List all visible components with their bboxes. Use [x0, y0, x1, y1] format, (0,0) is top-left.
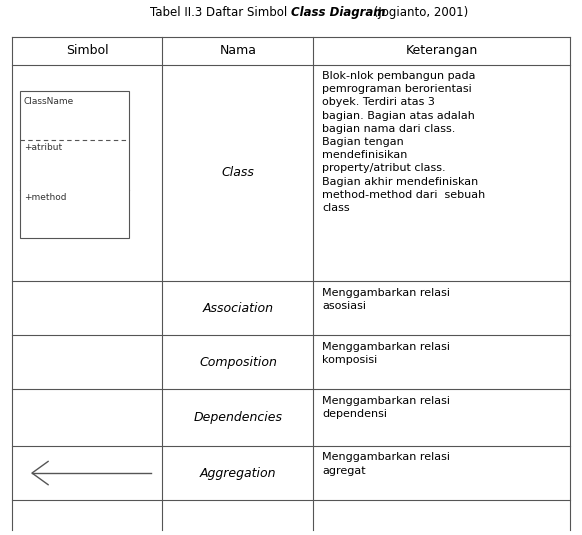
- Text: +method: +method: [24, 193, 66, 202]
- Text: Aggregation: Aggregation: [200, 467, 276, 479]
- Text: Class: Class: [222, 166, 254, 179]
- Text: Menggambarkan relasi
komposisi: Menggambarkan relasi komposisi: [322, 342, 450, 365]
- Text: ClassName: ClassName: [24, 97, 74, 105]
- Text: Keterangan: Keterangan: [406, 44, 478, 57]
- Text: Composition: Composition: [199, 356, 277, 369]
- Bar: [20, 91, 129, 238]
- Text: Tabel II.3 Daftar Simbol: Tabel II.3 Daftar Simbol: [150, 6, 291, 19]
- Text: Menggambarkan relasi
dependensi: Menggambarkan relasi dependensi: [322, 396, 450, 419]
- Text: Simbol: Simbol: [66, 44, 108, 57]
- Text: Dependencies: Dependencies: [193, 411, 282, 424]
- Text: Menggambarkan relasi
agregat: Menggambarkan relasi agregat: [322, 453, 450, 476]
- Text: Blok-nlok pembangun pada
pemrograman berorientasi
obyek. Terdiri atas 3
bagian. : Blok-nlok pembangun pada pemrograman ber…: [322, 71, 485, 213]
- Text: Association: Association: [203, 302, 274, 315]
- Text: Class Diagram: Class Diagram: [291, 6, 385, 19]
- Text: +atribut: +atribut: [24, 143, 62, 152]
- Text: (Jogianto, 2001): (Jogianto, 2001): [370, 6, 468, 19]
- Text: Nama: Nama: [219, 44, 257, 57]
- Text: Menggambarkan relasi
asosiasi: Menggambarkan relasi asosiasi: [322, 287, 450, 311]
